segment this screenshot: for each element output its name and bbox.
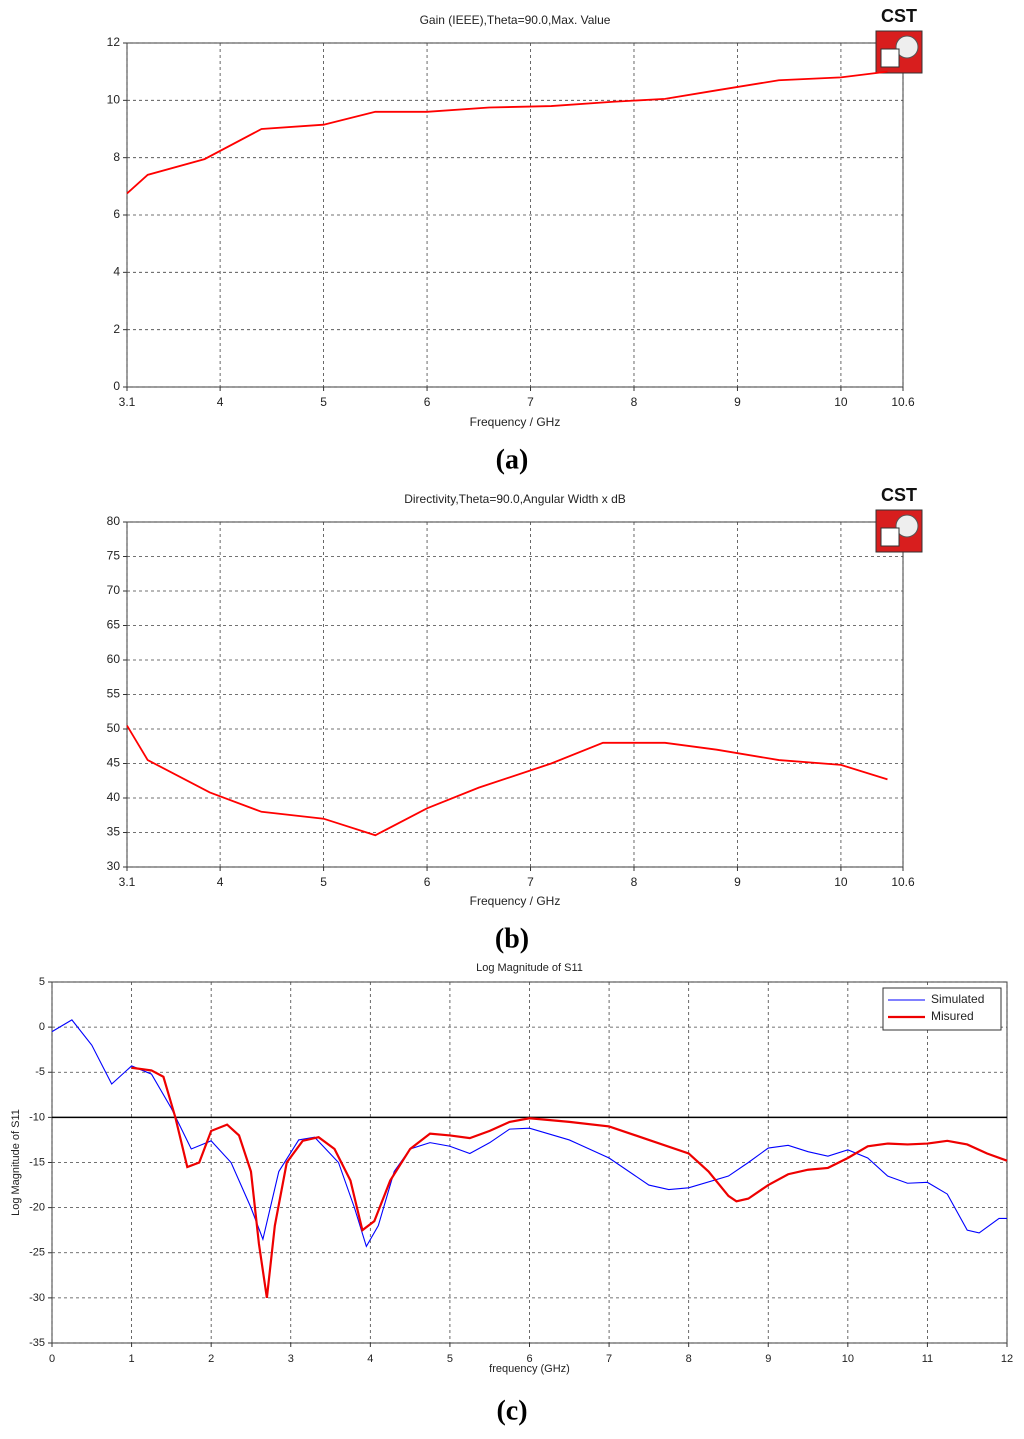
y-tick-label: 80 <box>107 514 121 528</box>
x-tick-label: 7 <box>527 875 534 889</box>
x-tick-label: 10.6 <box>891 395 915 409</box>
logo-sphere <box>895 35 919 59</box>
x-axis-label: frequency (GHz) <box>489 1363 570 1375</box>
x-tick-label: 10.6 <box>891 875 915 889</box>
logo-text: CST <box>881 485 917 505</box>
y-tick-label: 50 <box>107 721 121 735</box>
y-tick-label: 12 <box>107 35 121 49</box>
y-tick-label: 2 <box>113 322 120 336</box>
y-tick-label: 4 <box>113 265 120 279</box>
x-tick-label: 4 <box>217 875 224 889</box>
x-tick-label: 9 <box>734 875 741 889</box>
x-tick-label: 3 <box>288 1353 294 1365</box>
x-tick-label: 1 <box>129 1353 135 1365</box>
y-tick-label: -10 <box>29 1111 45 1123</box>
y-tick-label: -25 <box>29 1247 45 1259</box>
y-tick-label: -20 <box>29 1202 45 1214</box>
caption: (c) <box>496 1395 527 1426</box>
x-tick-label: 5 <box>320 395 327 409</box>
x-axis-label: Frequency / GHz <box>470 415 561 429</box>
series-line <box>126 70 888 195</box>
y-tick-label: 45 <box>107 756 121 770</box>
x-tick-label: 10 <box>834 395 848 409</box>
y-tick-label: 30 <box>107 859 121 873</box>
x-tick-label: 6 <box>424 395 431 409</box>
chart-title: Log Magnitude of S11 <box>476 962 583 974</box>
x-tick-label: 3.1 <box>119 875 136 889</box>
x-tick-label: 4 <box>217 395 224 409</box>
y-tick-label: 6 <box>113 207 120 221</box>
x-tick-label: 10 <box>842 1353 854 1365</box>
x-tick-label: 5 <box>447 1353 453 1365</box>
logo-sphere <box>895 514 919 538</box>
plot-area <box>126 42 904 388</box>
y-tick-label: -30 <box>29 1292 45 1304</box>
logo-cube <box>880 48 900 68</box>
y-tick-label: 55 <box>107 687 121 701</box>
logo-text: CST <box>881 6 917 26</box>
x-tick-label: 8 <box>631 395 638 409</box>
y-axis-label: Log Magnitude of S11 <box>10 1109 22 1216</box>
x-tick-label: 7 <box>606 1353 612 1365</box>
chart-title: Directivity,Theta=90.0,Angular Width x d… <box>404 492 626 506</box>
x-tick-label: 5 <box>320 875 327 889</box>
series-line <box>131 1066 1008 1299</box>
caption: (b) <box>495 923 529 954</box>
y-tick-label: 10 <box>107 93 121 107</box>
x-tick-label: 9 <box>765 1353 771 1365</box>
x-tick-label: 6 <box>526 1353 532 1365</box>
y-tick-label: 40 <box>107 790 121 804</box>
x-tick-label: 10 <box>834 875 848 889</box>
y-tick-label: 8 <box>113 150 120 164</box>
logo-cube <box>880 527 900 547</box>
y-tick-label: 5 <box>39 976 45 988</box>
y-tick-label: 65 <box>107 618 121 632</box>
x-tick-label: 12 <box>1001 1353 1013 1365</box>
y-tick-label: 35 <box>107 825 121 839</box>
y-tick-label: 0 <box>39 1021 45 1033</box>
y-tick-label: -35 <box>29 1337 45 1349</box>
legend-label: Misured <box>931 1009 974 1023</box>
y-tick-label: 70 <box>107 583 121 597</box>
x-axis-label: Frequency / GHz <box>470 894 561 908</box>
x-tick-label: 6 <box>424 875 431 889</box>
y-tick-label: 0 <box>113 379 120 393</box>
series-line <box>126 725 888 837</box>
x-tick-label: 8 <box>631 875 638 889</box>
y-tick-label: -5 <box>35 1066 45 1078</box>
x-tick-label: 4 <box>367 1353 373 1365</box>
y-tick-label: 75 <box>107 549 121 563</box>
y-tick-label: 60 <box>107 652 121 666</box>
x-tick-label: 11 <box>922 1353 933 1365</box>
x-tick-label: 8 <box>686 1353 692 1365</box>
chart-title: Gain (IEEE),Theta=90.0,Max. Value <box>420 13 611 27</box>
caption: (a) <box>496 444 529 475</box>
legend-label: Simulated <box>931 992 984 1006</box>
x-tick-label: 7 <box>527 395 534 409</box>
x-tick-label: 0 <box>49 1353 55 1365</box>
y-tick-label: -15 <box>29 1156 45 1168</box>
x-tick-label: 2 <box>208 1353 214 1365</box>
x-tick-label: 9 <box>734 395 741 409</box>
legend-box <box>882 987 1002 1031</box>
x-tick-label: 3.1 <box>119 395 136 409</box>
